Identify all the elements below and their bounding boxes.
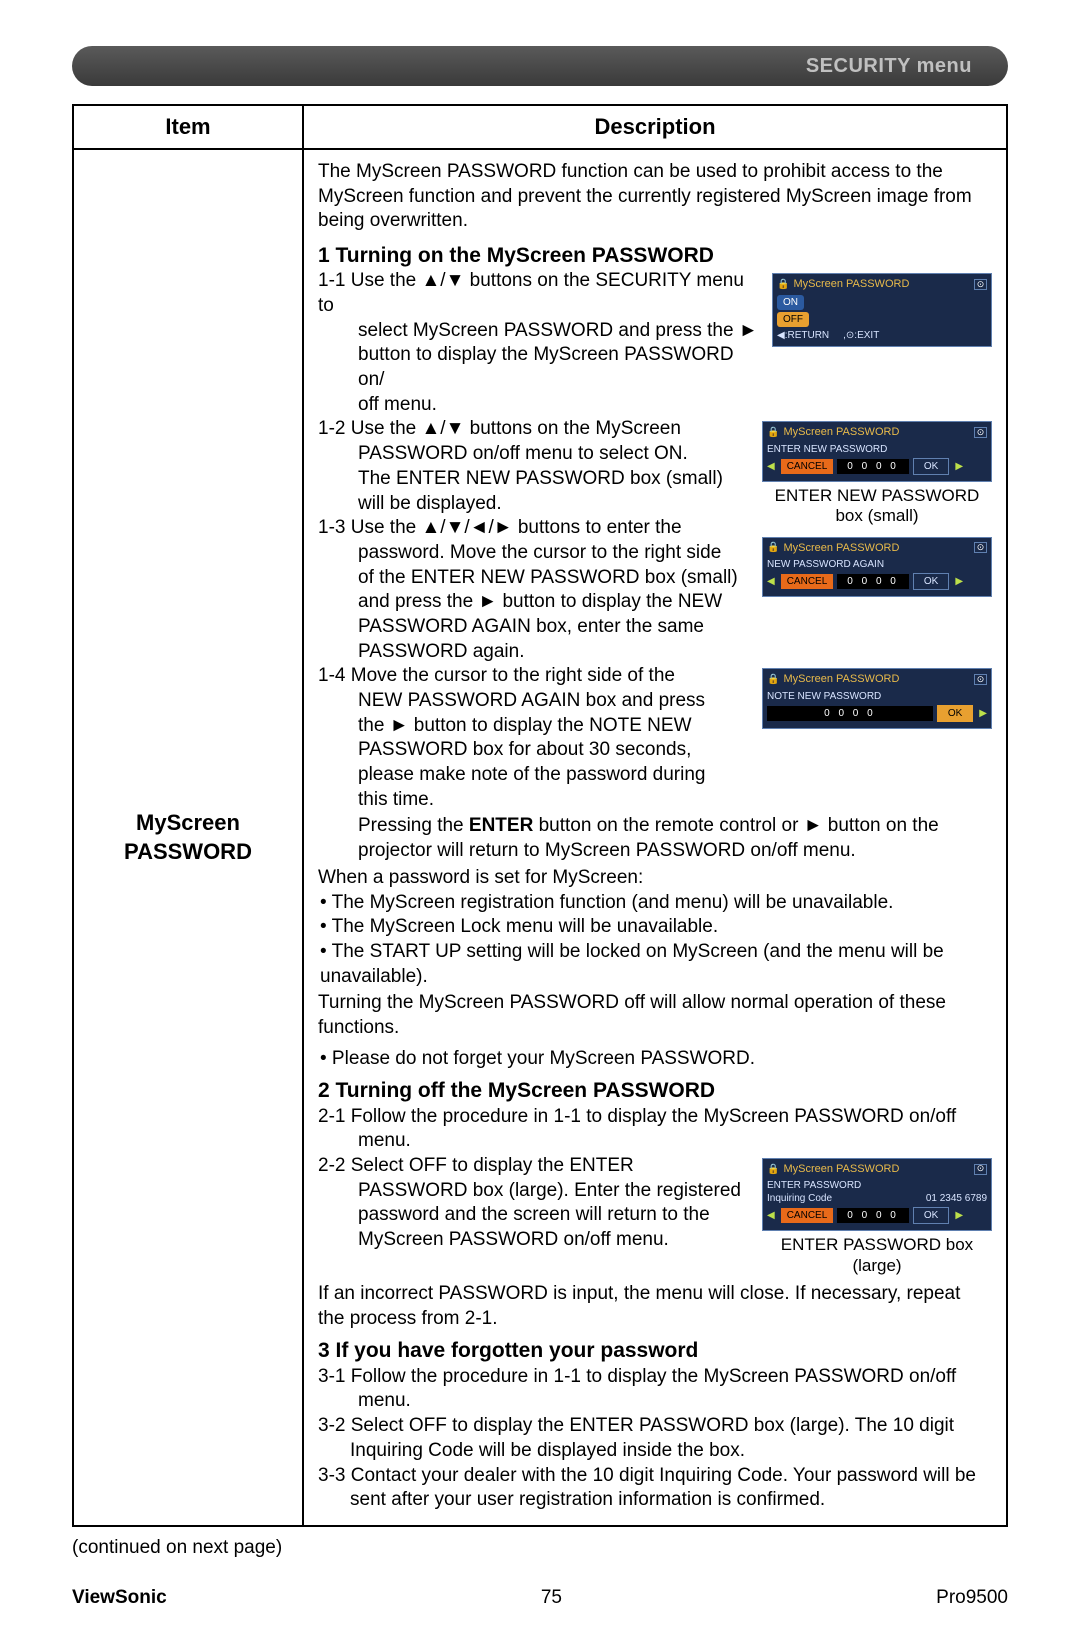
item-name-line1: MyScreen xyxy=(74,808,302,838)
footer-page-number: 75 xyxy=(541,1587,562,1609)
step-3-3: 3-3 Contact your dealer with the 10 digi… xyxy=(318,1464,992,1513)
item-name-line2: PASSWORD xyxy=(74,837,302,867)
footer-brand: ViewSonic xyxy=(72,1587,167,1609)
step-2-1: 2-1 Follow the procedure in 1-1 to displ… xyxy=(318,1105,992,1154)
bullet-4: • Please do not forget your MyScreen PAS… xyxy=(320,1047,992,1072)
after-1-off: Turning the MyScreen PASSWORD off will a… xyxy=(318,991,992,1040)
page-footer: ViewSonic 75 Pro9500 xyxy=(72,1587,1008,1609)
item-cell: MyScreen PASSWORD xyxy=(73,149,303,1526)
step-3-1: 3-1 Follow the procedure in 1-1 to displ… xyxy=(318,1365,992,1414)
section-2-title: 2 Turning off the MyScreen PASSWORD xyxy=(318,1077,992,1104)
section-3-title: 3 If you have forgotten your password xyxy=(318,1337,992,1364)
bullet-1: • The MyScreen registration function (an… xyxy=(320,891,992,916)
section-header: SECURITY menu xyxy=(72,46,1008,86)
intro-text: The MyScreen PASSWORD function can be us… xyxy=(318,160,992,234)
dialog-onoff: MyScreen PASSWORD⊙ ON OFF ◀:RETURN,⊙:EXI… xyxy=(772,273,992,346)
col-header-item: Item xyxy=(73,105,303,149)
continued-note: (continued on next page) xyxy=(72,1537,1008,1559)
footer-model: Pro9500 xyxy=(936,1587,1008,1609)
section-header-title: SECURITY menu xyxy=(806,55,972,78)
dialog-note-new: MyScreen PASSWORD⊙ NOTE NEW PASSWORD 0 0… xyxy=(762,668,992,728)
bullet-3: • The START UP setting will be locked on… xyxy=(320,940,992,989)
description-cell: The MyScreen PASSWORD function can be us… xyxy=(303,149,1007,1526)
section-1-title: 1 Turning on the MyScreen PASSWORD xyxy=(318,242,992,269)
security-table: Item Description MyScreen PASSWORD The M… xyxy=(72,104,1008,1527)
dialog-new-again: MyScreen PASSWORD⊙ NEW PASSWORD AGAIN ◀ … xyxy=(762,537,992,597)
after-1-when: When a password is set for MyScreen: xyxy=(318,866,992,891)
step-3-2: 3-2 Select OFF to display the ENTER PASS… xyxy=(318,1414,992,1463)
after-1-enter: Pressing the ENTER button on the remote … xyxy=(358,814,992,863)
bullet-2: • The MyScreen Lock menu will be unavail… xyxy=(320,915,992,940)
col-header-description: Description xyxy=(303,105,1007,149)
after-2: If an incorrect PASSWORD is input, the m… xyxy=(318,1282,992,1331)
dialog-enter-new-small: MyScreen PASSWORD⊙ ENTER NEW PASSWORD ◀ … xyxy=(762,421,992,526)
dialog-enter-large: MyScreen PASSWORD⊙ ENTER PASSWORD Inquir… xyxy=(762,1158,992,1276)
